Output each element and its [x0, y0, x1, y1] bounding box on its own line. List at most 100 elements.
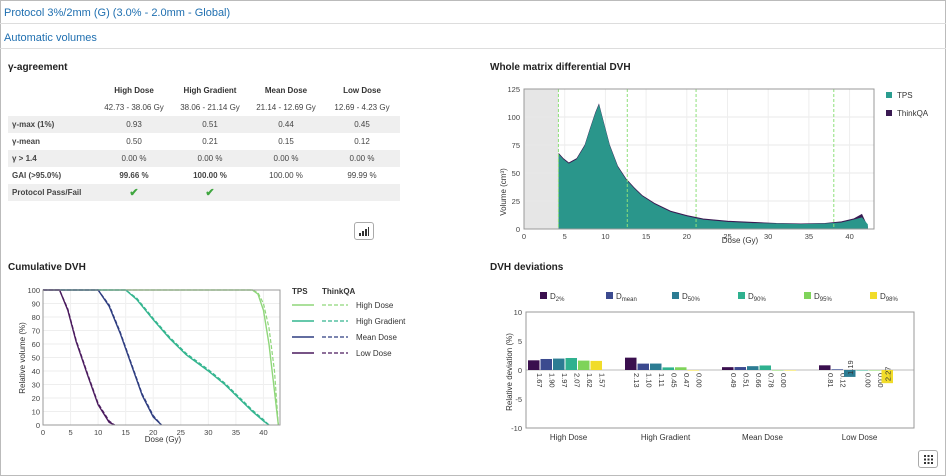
data-label: 0.00 — [694, 373, 703, 388]
bar — [734, 367, 746, 370]
bar — [625, 357, 637, 370]
table-view-button[interactable] — [918, 450, 938, 468]
legend-header-tps: TPS — [292, 287, 308, 296]
y-tick-label: 50 — [32, 354, 40, 363]
legend-label: D2% — [550, 292, 565, 303]
bar — [540, 358, 552, 370]
legend-swatch — [606, 292, 613, 299]
cumulative-dvh-chart: Dose (Gy) Relative volume (%) TPS ThinkQ… — [18, 286, 406, 444]
row-label: γ > 1.4 — [8, 150, 96, 167]
protocol-title[interactable]: Protocol 3%/2mm (G) (3.0% - 2.0mm - Glob… — [0, 0, 946, 24]
category-label: Low Dose — [842, 433, 878, 442]
table-row: GAI (>95.0%) 99.66 % 100.00 % 100.00 % 9… — [8, 167, 400, 184]
x-tick-label: 0 — [522, 232, 526, 241]
table-cell: 0.45 — [324, 116, 400, 133]
data-label: 1.57 — [597, 373, 606, 388]
table-cell: 0.15 — [278, 137, 294, 146]
legend-swatch — [870, 292, 877, 299]
legend-label: D50% — [682, 292, 700, 303]
row-label: Protocol Pass/Fail — [8, 184, 96, 201]
table-cell: 100.00 % — [269, 171, 303, 180]
data-label: 1.19 — [846, 360, 855, 375]
x-tick-label: 25 — [177, 428, 185, 437]
cum-dvh-title: Cumulative DVH — [8, 262, 86, 273]
table-cell: 0.00 % — [248, 150, 324, 167]
gamma-title: γ-agreement — [8, 62, 68, 73]
bar-chart-button[interactable] — [354, 222, 374, 240]
table-cell: 0.00 % — [96, 150, 172, 167]
table-row: γ-mean 0.50 0.21 0.15 0.12 — [8, 133, 400, 150]
x-tick-label: 10 — [94, 428, 102, 437]
y-tick-label: 60 — [32, 340, 40, 349]
y-tick-label: 125 — [507, 85, 520, 94]
data-label: 1.90 — [547, 373, 556, 388]
category-label: High Dose — [550, 433, 588, 442]
col-low-dose: Low Dose — [343, 86, 381, 95]
plot-frame — [525, 311, 915, 429]
row-label: GAI (>95.0%) — [12, 171, 62, 180]
bar — [831, 369, 843, 370]
table-cell: 0.00 % — [324, 150, 400, 167]
bar — [650, 363, 662, 370]
data-label: 2.27 — [883, 367, 892, 382]
table-row: γ > 1.4 0.00 % 0.00 % 0.00 % 0.00 % — [8, 150, 400, 167]
y-tick-label: 80 — [32, 313, 40, 322]
bar — [553, 358, 565, 370]
bar — [856, 370, 868, 371]
x-tick-label: 25 — [723, 232, 731, 241]
range-cell: 12.69 - 4.23 Gy — [334, 103, 390, 112]
legend-label: D98% — [880, 292, 898, 303]
y-tick-label: 0 — [516, 225, 520, 234]
bar — [528, 360, 540, 370]
table-cell: 99.66 % — [119, 171, 149, 180]
legend-label: Mean Dose — [356, 333, 397, 342]
y-tick-label: 100 — [27, 286, 40, 295]
y-tick-label: 100 — [507, 113, 520, 122]
x-axis-label: Dose (Gy) — [145, 435, 182, 444]
legend-swatch — [540, 292, 547, 299]
col-mean-dose: Mean Dose — [264, 86, 308, 95]
table-row: γ-max (1%) 0.93 0.51 0.44 0.45 — [8, 116, 400, 133]
col-high-gradient: High Gradient — [183, 86, 237, 95]
legend-label: ThinkQA — [897, 109, 929, 118]
bar — [881, 370, 893, 384]
y-tick-label: 5 — [518, 337, 522, 346]
legend-label: D95% — [814, 292, 832, 303]
excluded-region — [524, 89, 559, 229]
x-tick-label: 35 — [232, 428, 240, 437]
thinkqa-line-low-dose — [43, 289, 116, 426]
dvh-deviations-chart: Relative deviation (%) D2% Dmean D50% D90% D… — [505, 292, 915, 442]
x-tick-label: 35 — [805, 232, 813, 241]
bar — [772, 370, 784, 371]
data-label: 0.78 — [766, 373, 775, 388]
bar — [637, 363, 649, 370]
plot-frame — [523, 88, 875, 230]
thinkqa-line-mean-dose — [43, 289, 162, 426]
y-tick-label: 70 — [32, 327, 40, 336]
range-cell: 21.14 - 12.69 Gy — [256, 103, 316, 112]
legend-label: Low Dose — [356, 349, 392, 358]
table-cell: 0.44 — [248, 116, 324, 133]
automatic-volumes-link[interactable]: Automatic volumes — [0, 25, 946, 49]
data-label: 0.81 — [826, 373, 835, 388]
data-label: 2.13 — [632, 373, 641, 388]
plot-frame — [42, 289, 281, 426]
y-tick-label: 30 — [32, 381, 40, 390]
data-label: 0.49 — [729, 373, 738, 388]
y-axis-label: Volume (cm³) — [499, 168, 508, 216]
bar — [565, 357, 577, 370]
data-label: 0.51 — [741, 373, 750, 388]
tps-line-high-gradient — [43, 289, 270, 426]
data-label: 1.97 — [560, 373, 569, 388]
legend-swatch — [738, 292, 745, 299]
category-label: High Gradient — [641, 433, 691, 442]
y-tick-label: -5 — [515, 395, 522, 404]
data-label: 0.66 — [754, 373, 763, 388]
bar — [844, 370, 856, 377]
data-label: 0.00 — [876, 373, 885, 388]
table-cell: 0.21 — [202, 137, 218, 146]
data-label: 0.00 — [779, 373, 788, 388]
y-tick-label: 0 — [518, 366, 522, 375]
col-high-dose: High Dose — [114, 86, 154, 95]
grid-icon — [923, 454, 933, 464]
